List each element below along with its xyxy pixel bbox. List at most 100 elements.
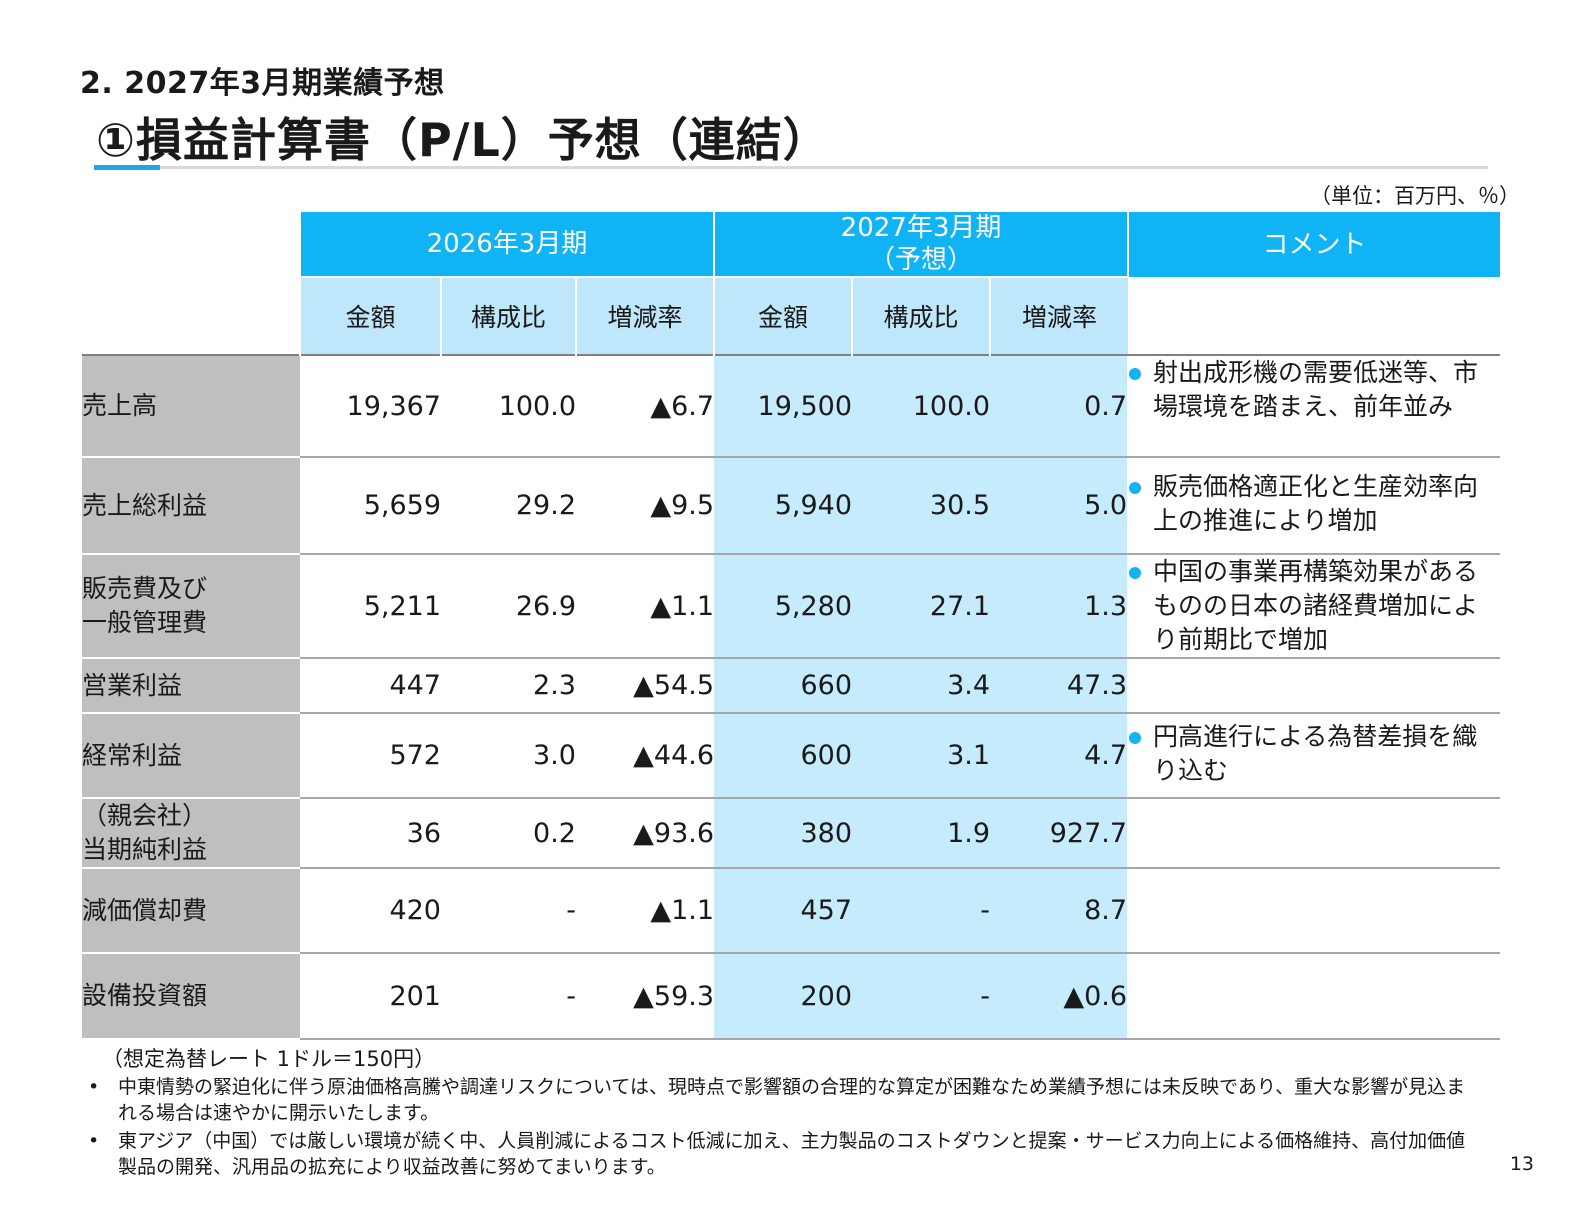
footnotes: • 中東情勢の緊迫化に伴う原油価格高騰や調達リスクについては、現時点で影響額の合… [88, 1074, 1478, 1182]
value-ratio-2027: - [852, 868, 991, 954]
table-row: 減価償却費 420 - ▲1.1 457 - 8.7 [82, 868, 1501, 954]
table-row: 売上総利益 5,659 29.2 ▲9.5 5,940 30.5 5.0 販売価… [82, 457, 1501, 555]
value-ratio-2027: 27.1 [852, 554, 991, 659]
subheader-ratio-2026: 構成比 [440, 276, 576, 355]
value-amount-2027: 380 [714, 798, 853, 869]
value-change-2027: 8.7 [990, 868, 1129, 954]
value-amount-2027: 600 [714, 713, 853, 799]
value-amount-2026: 572 [300, 713, 441, 799]
table-row: 売上高 19,367 100.0 ▲6.7 19,500 100.0 0.7 射… [82, 354, 1501, 458]
row-label: （親会社） 当期純利益 [82, 798, 300, 869]
footnote-text: 東アジア（中国）では厳しい環境が続く中、人員削減によるコスト低減に加え、主力製品… [118, 1130, 1466, 1178]
value-change-2027: 47.3 [990, 658, 1129, 714]
value-ratio-2026: - [441, 868, 576, 954]
value-ratio-2026: 26.9 [441, 554, 576, 659]
value-amount-2027: 660 [714, 658, 853, 714]
subheader-change-2027: 増減率 [989, 276, 1129, 355]
value-amount-2026: 5,659 [300, 457, 441, 555]
bullet-dot-icon [1129, 732, 1142, 744]
table-row: 販売費及び 一般管理費 5,211 26.9 ▲1.1 5,280 27.1 1… [82, 554, 1501, 659]
row-comment [1127, 868, 1501, 954]
subheader-comment-blank [1128, 277, 1501, 355]
fx-rate-note: （想定為替レート 1ドル＝150円） [102, 1047, 436, 1071]
value-amount-2026: 5,211 [300, 554, 441, 659]
header-fy2027: 2027年3月期 （予想） [713, 212, 1129, 277]
header-fy2027-label: 2027年3月期 [840, 213, 1002, 243]
subheader-ratio-2027: 構成比 [851, 276, 991, 355]
header-comment-label: コメント [1262, 229, 1367, 260]
list-item: • 東アジア（中国）では厳しい環境が続く中、人員削減によるコスト低減に加え、主力… [88, 1128, 1478, 1180]
row-comment: 射出成形機の需要低迷等、市場環境を踏まえ、前年並み [1127, 354, 1501, 458]
table-corner [82, 212, 300, 277]
subheader-amount-2027: 金額 [713, 276, 853, 355]
value-amount-2027: 5,940 [714, 457, 853, 555]
header-comment: コメント [1127, 212, 1501, 277]
row-label: 売上高 [82, 354, 300, 458]
value-change-2027: ▲0.6 [990, 953, 1129, 1040]
value-change-2026: ▲9.5 [576, 457, 715, 555]
value-change-2026: ▲54.5 [576, 658, 715, 714]
value-change-2027: 927.7 [990, 798, 1129, 869]
header-fy2027-forecast: （予想） [869, 245, 974, 275]
row-label: 減価償却費 [82, 868, 300, 954]
row-comment: 中国の事業再構築効果があるものの日本の諸経費増加により前期比で増加 [1127, 554, 1501, 659]
value-change-2026: ▲93.6 [576, 798, 715, 869]
row-comment [1127, 953, 1501, 1040]
value-ratio-2026: 29.2 [441, 457, 576, 555]
page-title: ①損益計算書（P/L）予想（連結） [96, 113, 830, 167]
value-amount-2026: 447 [300, 658, 441, 714]
list-item: • 中東情勢の緊迫化に伴う原油価格高騰や調達リスクについては、現時点で影響額の合… [88, 1074, 1478, 1126]
value-amount-2027: 457 [714, 868, 853, 954]
row-label: 売上総利益 [82, 457, 300, 555]
section-title: 2. 2027年3月期業績予想 [80, 66, 445, 101]
value-change-2026: ▲1.1 [576, 554, 715, 659]
value-ratio-2027: 1.9 [852, 798, 991, 869]
row-label: 営業利益 [82, 658, 300, 714]
value-change-2027: 0.7 [990, 354, 1129, 458]
value-change-2027: 1.3 [990, 554, 1129, 659]
bullet-mark: • [88, 1076, 100, 1098]
value-amount-2027: 5,280 [714, 554, 853, 659]
value-ratio-2027: 30.5 [852, 457, 991, 555]
subheader-amount-2026: 金額 [299, 276, 441, 355]
header-fy2026-label: 2026年3月期 [426, 229, 588, 259]
value-change-2026: ▲1.1 [576, 868, 715, 954]
value-ratio-2026: 0.2 [441, 798, 576, 869]
value-amount-2026: 420 [300, 868, 441, 954]
value-ratio-2027: - [852, 953, 991, 1040]
value-amount-2026: 201 [300, 953, 441, 1040]
value-amount-2027: 200 [714, 953, 853, 1040]
value-amount-2026: 36 [300, 798, 441, 869]
title-underline [96, 166, 1488, 169]
row-label: 販売費及び 一般管理費 [82, 554, 300, 659]
row-comment [1127, 798, 1501, 869]
value-change-2027: 5.0 [990, 457, 1129, 555]
table-row: 設備投資額 201 - ▲59.3 200 - ▲0.6 [82, 953, 1501, 1040]
bullet-dot-icon [1129, 567, 1142, 579]
header-fy2026: 2026年3月期 [298, 212, 715, 277]
row-comment: 販売価格適正化と生産効率向上の推進により増加 [1127, 457, 1501, 555]
row-label: 設備投資額 [82, 953, 300, 1040]
pl-forecast-table: 2026年3月期 2027年3月期 （予想） コメント 金額 構成比 増減率 金… [82, 212, 1501, 1040]
value-ratio-2027: 100.0 [852, 354, 991, 458]
value-ratio-2026: 3.0 [441, 713, 576, 799]
table-row: （親会社） 当期純利益 36 0.2 ▲93.6 380 1.9 927.7 [82, 798, 1501, 869]
table-row: 経常利益 572 3.0 ▲44.6 600 3.1 4.7 円高進行による為替… [82, 713, 1501, 799]
row-comment [1127, 658, 1501, 714]
subheader-change-2026: 増減率 [574, 276, 715, 355]
row-label: 経常利益 [82, 713, 300, 799]
value-amount-2026: 19,367 [300, 354, 441, 458]
value-change-2026: ▲44.6 [576, 713, 715, 799]
value-change-2027: 4.7 [990, 713, 1129, 799]
page-number: 13 [1509, 1153, 1534, 1175]
table-row: 営業利益 447 2.3 ▲54.5 660 3.4 47.3 [82, 658, 1501, 714]
row-comment: 円高進行による為替差損を織り込む [1127, 713, 1501, 799]
title-accent-bar [94, 165, 160, 170]
value-ratio-2026: - [441, 953, 576, 1040]
bullet-dot-icon [1129, 368, 1142, 380]
bullet-dot-icon [1129, 482, 1142, 494]
value-change-2026: ▲6.7 [576, 354, 715, 458]
value-ratio-2026: 100.0 [441, 354, 576, 458]
value-ratio-2026: 2.3 [441, 658, 576, 714]
table-corner-sub [82, 277, 300, 355]
